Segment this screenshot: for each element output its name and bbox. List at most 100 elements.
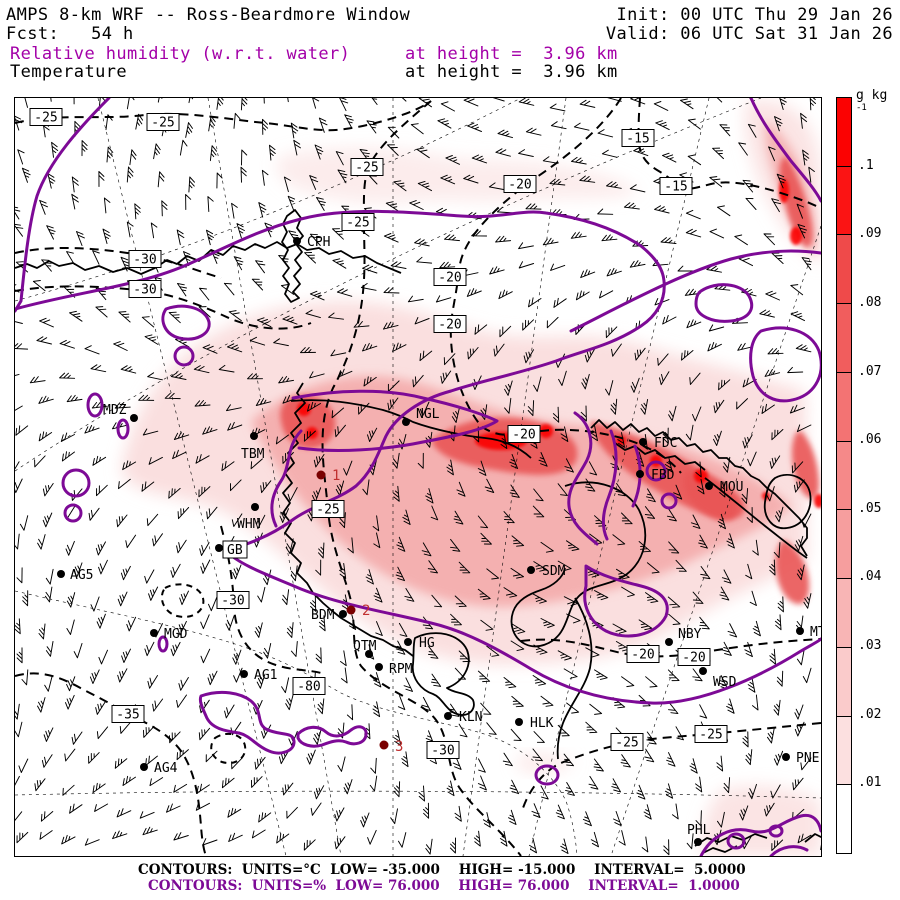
- colorbar-tick-label: .05: [858, 500, 882, 516]
- station-MTK: MTK: [796, 625, 834, 640]
- station-GB: GB: [215, 540, 248, 559]
- svg-text:-25: -25: [346, 216, 369, 231]
- station-MOU: MOU: [705, 480, 743, 495]
- colorbar-tick-label: .09: [858, 226, 882, 242]
- svg-text:MOU: MOU: [720, 480, 743, 495]
- svg-text:FBD: FBD: [651, 468, 675, 483]
- colorbar-tick-label: .06: [858, 432, 882, 448]
- svg-text:-25: -25: [316, 503, 339, 518]
- stations: CPH MDZ TBM WHM GB AG5 MGD AG1 AG4 BDM QTM RPM HG KLN…: [57, 235, 834, 846]
- svg-text:SDM: SDM: [542, 564, 566, 579]
- station-MGD: MGD: [150, 627, 188, 642]
- svg-text:-20: -20: [682, 651, 705, 666]
- svg-text:TBM: TBM: [241, 447, 265, 462]
- station-HLK: HLK: [515, 716, 554, 731]
- colorbar-segment: [837, 166, 851, 236]
- valid-time: Valid: 06 UTC Sat 31 Jan 26: [605, 24, 893, 44]
- svg-text:-30: -30: [133, 253, 156, 268]
- svg-text:PNE: PNE: [796, 751, 819, 766]
- contour-label: -25: [146, 113, 180, 131]
- red-marker-2: 2: [346, 603, 370, 619]
- contour-labels: -25 -25 -25 -25 -30 -30 -20 -20 -20 -15 -15 -20 -25 -…: [29, 108, 728, 759]
- colorbar-segment: [837, 235, 851, 305]
- svg-text:-30: -30: [431, 744, 454, 759]
- contour-label: -15: [621, 129, 655, 147]
- svg-text:QTM: QTM: [353, 639, 377, 654]
- svg-text:-80: -80: [297, 680, 320, 695]
- contour-label: -35: [111, 705, 145, 723]
- svg-text:PHL: PHL: [687, 823, 711, 838]
- svg-text:3: 3: [395, 739, 403, 755]
- station-NGL: NGL: [402, 407, 440, 426]
- station-WSD: WSD: [699, 667, 737, 690]
- contour-label: -30: [128, 280, 162, 298]
- contour-label: -30: [128, 250, 162, 268]
- contour-label: -25: [29, 108, 63, 126]
- svg-text:FDC: FDC: [654, 436, 677, 451]
- contour-label: -25: [341, 213, 375, 231]
- station-PHL: PHL: [687, 823, 711, 846]
- colorbar-segment: [837, 372, 851, 442]
- svg-text:-20: -20: [508, 178, 531, 193]
- station-HG: HG: [404, 636, 435, 651]
- svg-text:-25: -25: [355, 161, 378, 176]
- svg-text:-25: -25: [34, 111, 57, 126]
- red-marker-3: 3: [379, 739, 403, 755]
- svg-text:-25: -25: [699, 728, 722, 743]
- map-panel: -25 -25 -25 -25 -30 -30 -20 -20 -20 -15 -15 -20 -25 -…: [4, 85, 834, 858]
- station-PNE: PNE: [782, 751, 819, 766]
- contour-label: -30: [426, 741, 460, 759]
- field2-level: at height = 3.96 km: [405, 62, 618, 82]
- svg-text:-20: -20: [512, 428, 535, 443]
- svg-text:HG: HG: [419, 636, 435, 651]
- colorbar-segment: [837, 579, 851, 648]
- svg-text:-20: -20: [631, 648, 654, 663]
- station-MDZ: MDZ: [103, 403, 138, 422]
- colorbar-tick-label: .04: [858, 569, 882, 585]
- humidity-shading: [121, 99, 821, 856]
- station-KLN: KLN: [444, 710, 482, 725]
- contour-label: -25: [694, 725, 728, 743]
- svg-text:NGL: NGL: [416, 407, 440, 422]
- colorbar-segment: [837, 716, 851, 786]
- svg-text:NBY: NBY: [678, 627, 702, 642]
- colorbar-tick-label: .02: [858, 706, 882, 722]
- station-WHM: WHM: [237, 503, 261, 532]
- svg-text:CPH: CPH: [307, 235, 330, 250]
- station-BDM: BDM: [311, 608, 347, 623]
- station-AG5: AG5: [57, 568, 93, 583]
- colorbar-segment: [837, 441, 851, 511]
- svg-text:MTK: MTK: [810, 625, 821, 640]
- colorbar-tick-label: .07: [858, 363, 882, 379]
- svg-text:AG1: AG1: [254, 668, 277, 683]
- colorbar-tick-label: .08: [858, 294, 882, 310]
- svg-text:-15: -15: [626, 132, 649, 147]
- svg-text:KLN: KLN: [459, 710, 482, 725]
- svg-text:-35: -35: [116, 708, 139, 723]
- colorbar-segment: [837, 98, 851, 167]
- plot-title: AMPS 8-km WRF -- Ross-Beardmore Window: [6, 5, 411, 25]
- station-CPH: CPH: [293, 235, 330, 250]
- station-AG1: AG1: [240, 668, 277, 683]
- station-FDC: FDC: [639, 436, 677, 451]
- coastline: [14, 209, 824, 855]
- station-NBY: NBY: [665, 627, 702, 646]
- colorbar-tick-label: .01: [858, 775, 882, 791]
- contour-label: -20: [677, 648, 711, 666]
- station-SDM: SDM: [527, 564, 566, 579]
- station-RPM: RPM: [375, 662, 413, 677]
- svg-text:-30: -30: [221, 594, 244, 609]
- svg-text:RPM: RPM: [389, 662, 413, 677]
- station-TBM: TBM: [241, 432, 265, 462]
- station-AG4: AG4: [140, 761, 178, 776]
- colorbar-units-label: g kg -1: [856, 88, 888, 113]
- svg-text:-25: -25: [615, 736, 638, 751]
- contour-label: -20: [503, 175, 537, 193]
- contour-label: -20: [433, 315, 467, 333]
- svg-text:AG5: AG5: [70, 568, 93, 583]
- svg-text:BDM: BDM: [311, 608, 335, 623]
- graticule-lines: [14, 97, 822, 857]
- colorbar-segment: [837, 785, 851, 854]
- wind-barbs: [4, 85, 816, 856]
